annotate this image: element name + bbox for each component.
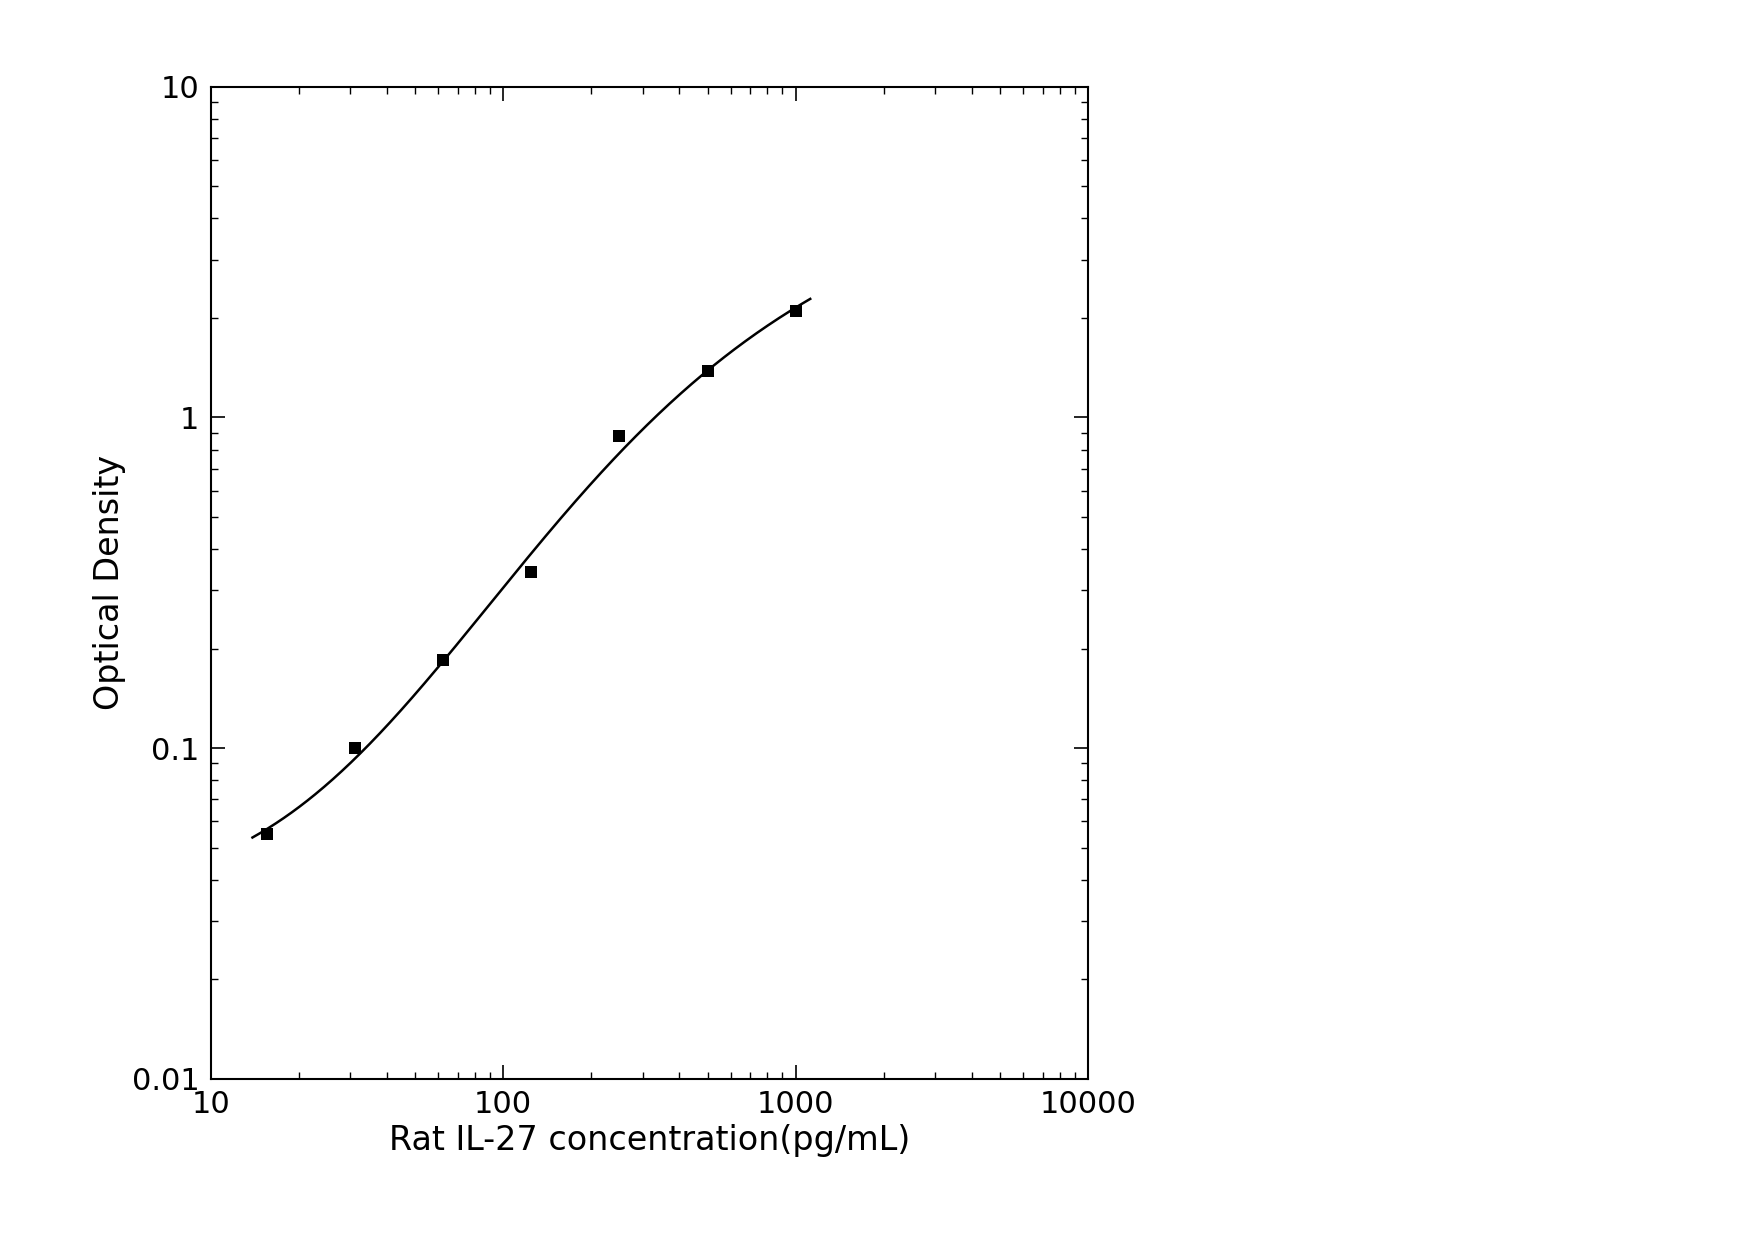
Point — [605, 425, 634, 445]
Y-axis label: Optical Density: Optical Density — [93, 455, 126, 711]
Point — [693, 361, 721, 381]
Point — [430, 650, 458, 670]
Point — [781, 301, 809, 321]
Point — [253, 825, 281, 844]
Point — [518, 563, 546, 583]
Point — [340, 738, 369, 758]
X-axis label: Rat IL-27 concentration(pg/mL): Rat IL-27 concentration(pg/mL) — [388, 1125, 911, 1157]
